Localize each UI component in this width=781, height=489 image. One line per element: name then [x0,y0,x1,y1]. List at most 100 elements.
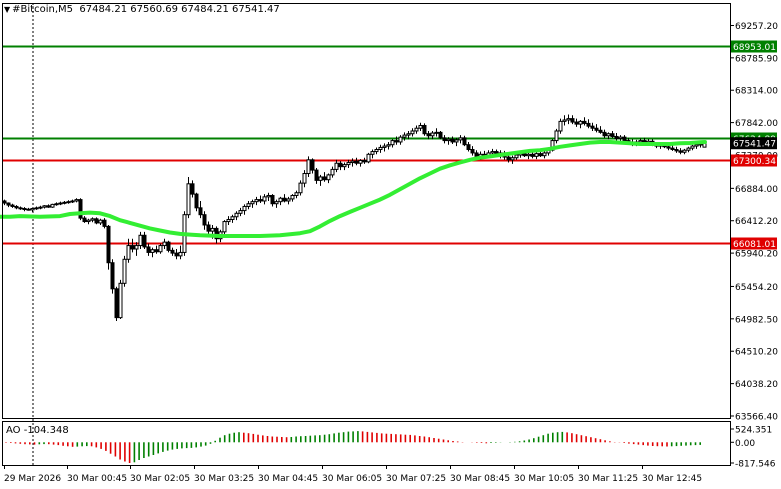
candle-body [178,251,183,257]
candle-body [470,149,475,154]
time-tick-label: 30 Mar 00:45 [67,474,127,484]
candle-body [398,136,403,143]
candle-body [454,139,459,143]
candle-body [450,138,455,143]
candle-body [686,147,691,151]
candle-body [26,208,31,211]
candle-body [342,164,347,168]
candle-body [594,127,599,131]
candle-body [62,201,67,204]
candle-body [190,183,195,195]
ohlc-values: 67484.21 67560.69 67484.21 67541.47 [79,4,280,15]
candle-body [210,227,215,232]
time-tick-label: 29 Mar 2026 [4,474,61,484]
time-tick-label: 30 Mar 08:45 [450,474,510,484]
candle-body [582,120,587,124]
candle-body [202,214,207,226]
candle-body [230,216,235,220]
candle-body [46,205,51,208]
candle-body [38,206,43,209]
candle-body [130,245,135,250]
candle-body [598,129,603,133]
price-tick-label: 68314.00 [735,87,778,97]
price-tick-label: 64982.50 [735,315,778,325]
price-tick-label: 67842.00 [735,119,778,129]
candle-body [186,183,191,216]
candle-body [510,157,515,161]
level-label: 67300.34 [733,157,776,167]
candle-body [490,151,495,154]
candle-body [306,159,311,175]
candle-body [138,234,143,247]
level-label: 68953.01 [733,43,776,53]
candle-body [290,194,295,200]
candle-body [110,262,115,290]
candle-body [162,241,167,247]
price-tick-label: 69257.20 [735,22,778,32]
candle-body [442,137,447,142]
candle-body [278,197,283,203]
candle-body [362,159,367,163]
candle-body [690,145,695,149]
candle-body [222,221,227,233]
candle-body [14,205,19,209]
candle-body [618,136,623,140]
candle-body [366,153,371,163]
candle-body [150,249,155,253]
candle-body [530,153,535,157]
candle-body [54,203,59,206]
candle-body [578,120,583,125]
price-tick-label: 68785.90 [735,54,778,64]
candle-body [438,131,443,139]
candle-body [50,203,55,208]
candle-body [102,219,107,227]
candle-body [422,124,427,135]
candle-body [170,249,175,254]
ao-tick-label: 0.00 [735,439,755,449]
candle-body [238,210,243,214]
candle-body [86,219,91,223]
chart-header: ▼ #Bitcoin,M5 67484.21 67560.69 67484.21 … [4,4,280,15]
price-tick-label: 64038.20 [735,380,778,390]
ao-pane-frame [2,421,731,466]
candle-body [78,199,83,219]
candle-body [330,168,335,176]
candle-body [538,153,543,157]
candle-body [318,176,323,181]
level-label-bg [731,40,777,53]
candle-body [574,121,579,125]
candle-body [250,201,255,205]
candle-body [678,150,683,153]
candle-body [262,196,267,202]
dropdown-triangle-icon[interactable]: ▼ [4,5,11,14]
candle-body [106,225,111,264]
candle-body [214,227,219,240]
candle-body [194,193,199,209]
time-tick-label: 30 Mar 04:45 [258,474,318,484]
ao-axis: 524.351 0.00 -817.546 [730,426,776,470]
candle-body [314,169,319,181]
candle-body [30,208,35,211]
candle-body [590,125,595,129]
candle-body [286,198,291,202]
candle-body [246,203,251,207]
time-tick-label: 30 Mar 06:05 [322,474,382,484]
candle-body [666,146,671,149]
candle-body [622,136,627,142]
candle-body [414,127,419,132]
candle-body [606,133,611,137]
level-label-bg [731,154,777,167]
candle-body [430,132,435,137]
candle-body [126,245,131,260]
time-tick-label: 30 Mar 11:25 [578,474,638,484]
candle-body [146,246,151,253]
candle-body [674,149,679,152]
candle-body [526,153,531,157]
price-tick-label: 66884.00 [735,185,778,195]
candle-body [566,118,571,121]
candle-body [70,200,75,203]
candle-body [374,149,379,153]
moving-average-line [0,140,707,238]
candle-body [562,119,567,122]
